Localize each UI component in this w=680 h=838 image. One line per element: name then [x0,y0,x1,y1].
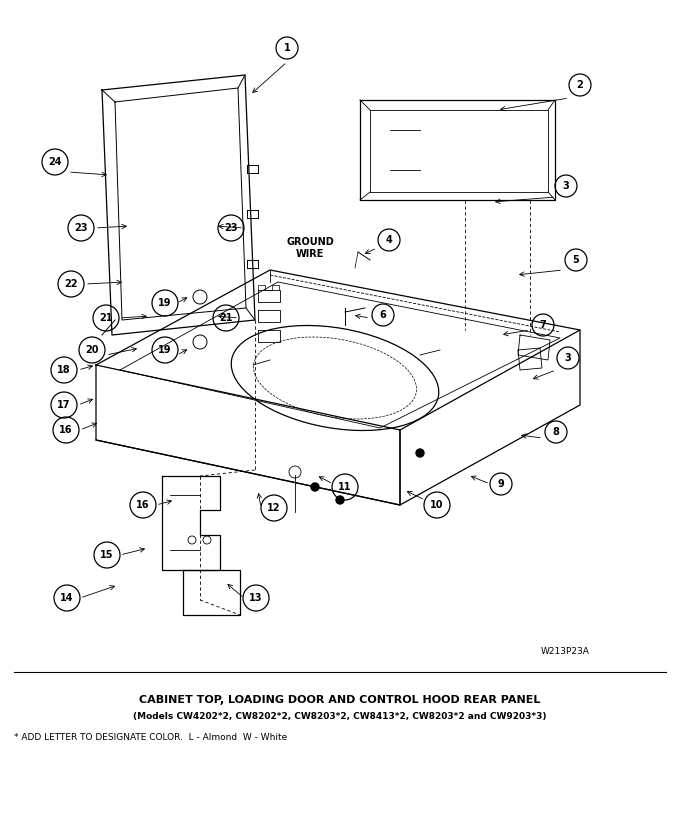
Text: 16: 16 [136,500,150,510]
Circle shape [311,483,319,491]
Text: 17: 17 [57,400,71,410]
Text: (Models CW4202*2, CW8202*2, CW8203*2, CW8413*2, CW8203*2 and CW9203*3): (Models CW4202*2, CW8202*2, CW8203*2, CW… [133,712,547,721]
Text: W213P23A: W213P23A [541,647,590,656]
Text: 23: 23 [224,223,238,233]
Text: 10: 10 [430,500,444,510]
Text: 20: 20 [85,345,99,355]
Text: 19: 19 [158,345,172,355]
Text: 22: 22 [64,279,78,289]
Text: 15: 15 [100,550,114,560]
Text: 3: 3 [564,353,571,363]
Text: 9: 9 [498,479,505,489]
Text: 23: 23 [74,223,88,233]
Circle shape [336,496,344,504]
Text: GROUND
WIRE: GROUND WIRE [286,237,334,259]
Text: 8: 8 [553,427,560,437]
Text: 18: 18 [57,365,71,375]
Text: 24: 24 [48,157,62,167]
Text: 5: 5 [573,255,579,265]
Text: 4: 4 [386,235,392,245]
Text: 13: 13 [250,593,262,603]
Text: 21: 21 [99,313,113,323]
Text: 1: 1 [284,43,290,53]
Text: 3: 3 [562,181,569,191]
Text: 16: 16 [59,425,73,435]
Text: 19: 19 [158,298,172,308]
Text: 6: 6 [379,310,386,320]
Text: CABINET TOP, LOADING DOOR AND CONTROL HOOD REAR PANEL: CABINET TOP, LOADING DOOR AND CONTROL HO… [139,695,541,705]
Circle shape [416,449,424,457]
Text: 14: 14 [61,593,73,603]
Text: * ADD LETTER TO DESIGNATE COLOR.  L - Almond  W - White: * ADD LETTER TO DESIGNATE COLOR. L - Alm… [14,733,287,742]
Text: 2: 2 [577,80,583,90]
Text: 7: 7 [540,320,546,330]
Text: 21: 21 [219,313,233,323]
Text: 12: 12 [267,503,281,513]
Text: 11: 11 [338,482,352,492]
